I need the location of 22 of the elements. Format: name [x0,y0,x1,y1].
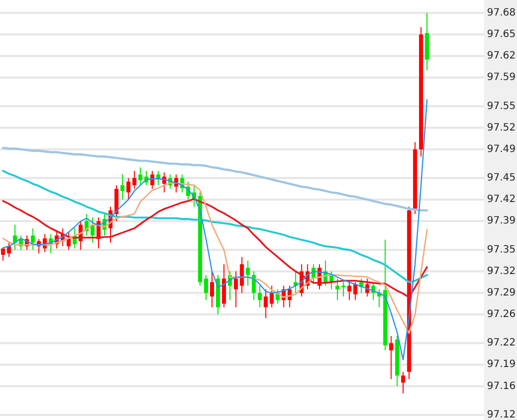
y-tick-label: 97.59 [487,72,516,84]
line-series [2,99,428,360]
y-tick-label: 97.65 [487,28,516,40]
y-tick-label: 97.39 [487,216,516,227]
y-tick-label: 97.62 [487,50,516,62]
y-tick-label: 97.32 [487,266,516,277]
y-tick-label: 97.12 [487,409,516,420]
y-tick-label: 97.52 [487,122,516,134]
line-series [2,170,428,284]
y-tick-label: 97.35 [487,244,516,256]
y-tick-label: 97.29 [487,287,516,298]
y-tick-label: 97.55 [487,100,516,112]
y-tick-label: 97.42 [487,194,516,206]
y-tick-label: 97.68 [487,7,516,18]
y-tick-label: 97.16 [487,380,516,392]
y-tick-label: 97.19 [487,359,516,370]
y-tick-label: 97.45 [487,172,516,184]
candlestick [341,282,346,297]
line-series [2,146,428,212]
y-tick-label: 97.26 [487,308,516,320]
y-tick-label: 97.49 [487,144,516,155]
y-tick-label: 97.22 [487,338,516,349]
